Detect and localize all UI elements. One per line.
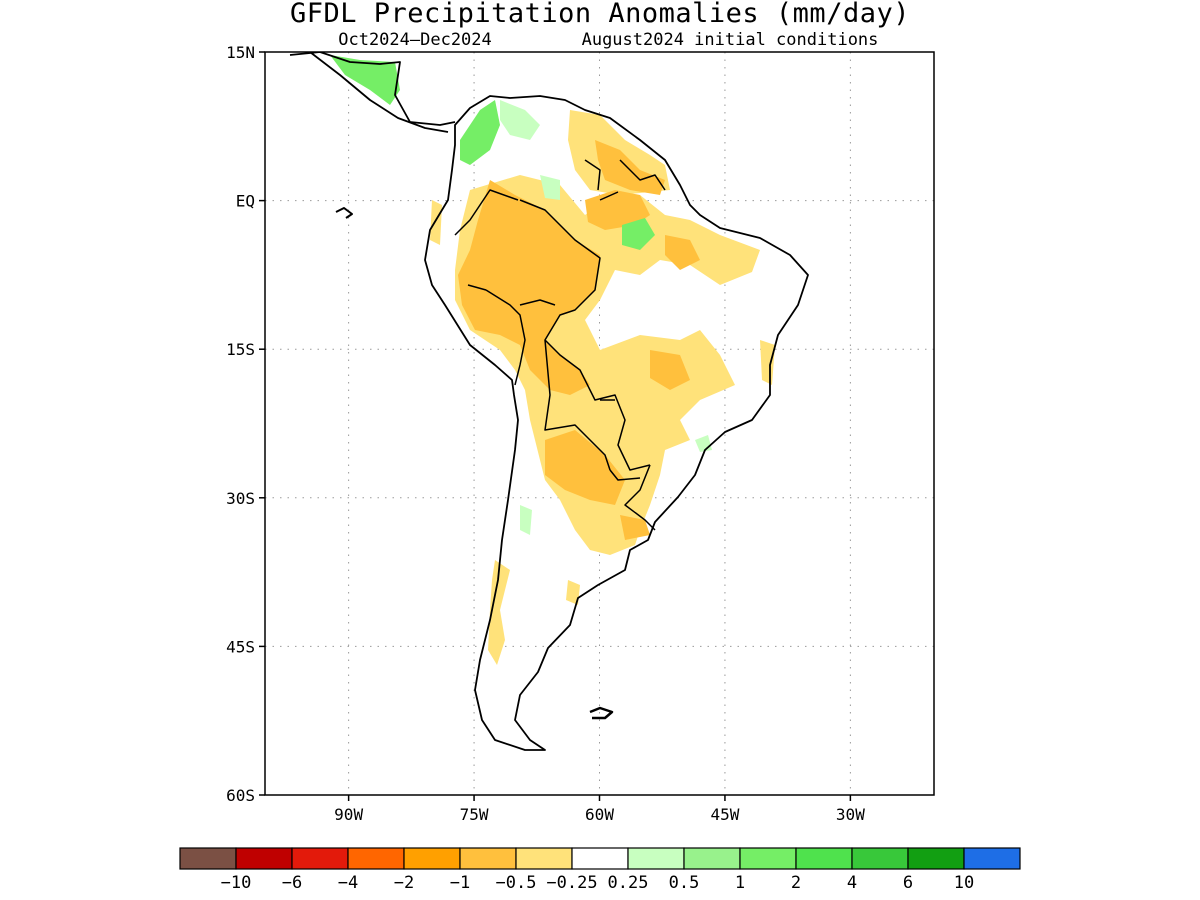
anomaly-region-moderate-dry-central — [650, 350, 690, 390]
central-america-pacific-coast — [309, 52, 449, 133]
anomaly-region-moderate-dry-guiana — [595, 140, 665, 195]
colorbar-label: −4 — [338, 873, 358, 893]
axis-ticks: 15N EQ 15S 30S 45S 60S 90W 75W 60W 45W 30W — [226, 43, 865, 824]
anomaly-region-light-wet-venezuela — [500, 100, 540, 140]
anomaly-region-wet-amazon-mouth — [622, 218, 655, 250]
anomaly-region-light-dry-andes — [430, 200, 442, 245]
lat-tick-label: 15N — [226, 43, 255, 62]
anomaly-region-light-dry-east — [760, 340, 775, 385]
anomaly-region-moderate-dry — [458, 180, 600, 395]
galapagos-islands — [335, 207, 353, 219]
lon-tick-label: 90W — [334, 805, 363, 824]
colorbar-swatch — [459, 847, 517, 870]
colorbar-swatch — [291, 847, 349, 870]
colorbar-swatch — [235, 847, 293, 870]
colorbar-label: 1 — [735, 873, 745, 893]
anomaly-region-wet-colombia — [460, 100, 500, 165]
falkland-islands — [589, 706, 614, 720]
colorbar-label: −1 — [450, 873, 470, 893]
lon-tick-label: 45W — [710, 805, 739, 824]
colorbar-swatch — [403, 847, 461, 870]
lat-tick-label: 30S — [226, 489, 255, 508]
anomaly-region-moderate-dry-northeast — [665, 235, 700, 270]
anomaly-shading — [330, 55, 775, 665]
lat-tick-label: EQ — [236, 192, 255, 211]
lon-tick-label: 75W — [460, 805, 489, 824]
anomaly-region-light-dry-patagonia — [488, 560, 510, 665]
colorbar-swatch — [907, 847, 965, 870]
colorbar-swatch — [571, 847, 629, 870]
colorbar-label: −0.5 — [496, 873, 537, 893]
colorbar-label: −6 — [282, 873, 302, 893]
colorbar-label: 10 — [954, 873, 974, 893]
lat-tick-label: 45S — [226, 637, 255, 656]
lat-tick-label: 15S — [226, 340, 255, 359]
colorbar-swatch — [179, 847, 237, 870]
anomaly-region-light-wet-andes — [520, 505, 532, 535]
initial-conditions-subtitle: August2024 initial conditions — [582, 30, 879, 50]
lon-tick-label: 60W — [585, 805, 614, 824]
colorbar-swatch — [627, 847, 685, 870]
anomaly-region-moderate-dry-south — [545, 430, 625, 505]
colorbar: −10 −6 −4 −2 −1 −0.5 −0.25 0.25 0.5 1 2 4 6 10 — [179, 847, 1021, 893]
colorbar-swatch — [795, 847, 853, 870]
south-america-coastline — [424, 95, 809, 751]
colorbar-label: 0.5 — [669, 873, 700, 893]
colorbar-label: −0.25 — [546, 873, 597, 893]
anomaly-region-light-wet-coast — [695, 435, 712, 452]
colorbar-swatch — [739, 847, 797, 870]
colorbar-swatch — [347, 847, 405, 870]
central-america-coastline — [289, 52, 456, 126]
anomaly-region-wet-central-america — [330, 55, 400, 105]
colorbar-swatch — [683, 847, 741, 870]
colorbar-label: 2 — [791, 873, 801, 893]
colorbar-label: −10 — [221, 873, 252, 893]
colorbar-label: 6 — [903, 873, 913, 893]
anomaly-region-light-wet-llanos — [540, 175, 560, 200]
lat-tick-label: 60S — [226, 786, 255, 805]
coastlines — [289, 52, 809, 751]
colorbar-swatch — [515, 847, 573, 870]
colorbar-label: −2 — [394, 873, 414, 893]
country-borders — [454, 159, 666, 531]
figure-title: GFDL Precipitation Anomalies (mm/day) — [290, 0, 910, 29]
colorbar-swatch — [963, 847, 1021, 870]
colorbar-swatch — [851, 847, 909, 870]
period-subtitle: Oct2024—Dec2024 — [338, 30, 492, 50]
anomaly-region-light-dry-pampa — [566, 580, 580, 605]
colorbar-label: 4 — [847, 873, 857, 893]
lon-tick-label: 30W — [836, 805, 865, 824]
anomaly-region-moderate-dry-plata — [620, 515, 650, 540]
colorbar-label: 0.25 — [608, 873, 649, 893]
map-panel: 15N EQ 15S 30S 45S 60S 90W 75W 60W 45W 30W — [226, 43, 935, 824]
